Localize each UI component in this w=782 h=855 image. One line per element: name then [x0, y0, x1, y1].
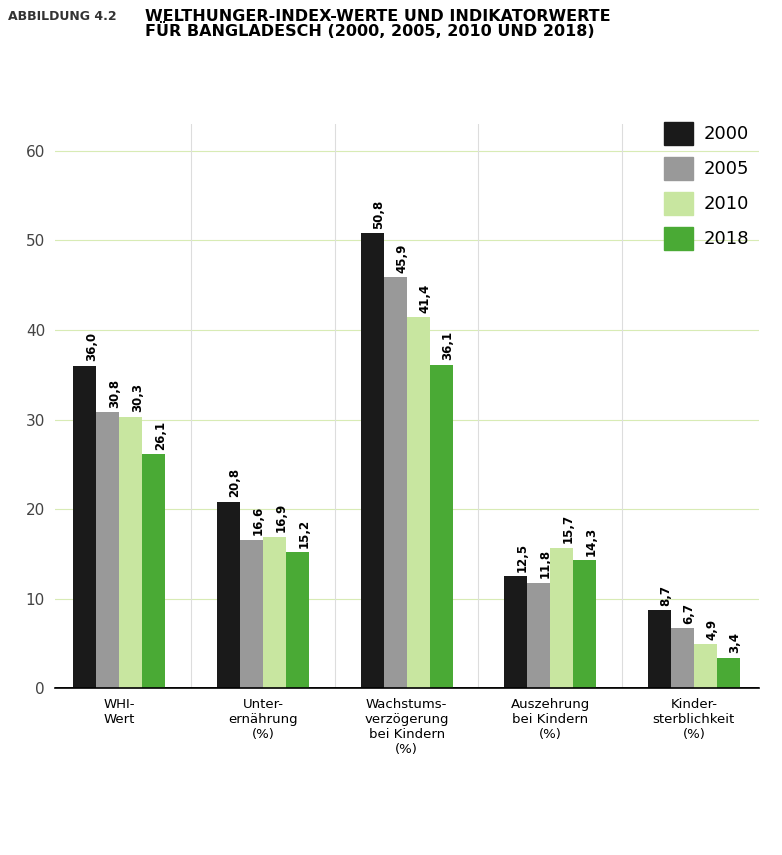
- Text: 45,9: 45,9: [395, 244, 408, 273]
- Text: 30,3: 30,3: [131, 383, 144, 412]
- Text: 4,9: 4,9: [705, 619, 719, 640]
- Bar: [429, 365, 453, 688]
- Bar: [671, 628, 694, 688]
- Bar: [263, 537, 286, 688]
- Bar: [217, 502, 240, 688]
- Text: 3,4: 3,4: [728, 633, 741, 653]
- Bar: [384, 277, 407, 688]
- Text: 50,8: 50,8: [372, 199, 386, 229]
- Bar: [240, 540, 263, 688]
- Bar: [96, 412, 120, 688]
- Text: 6,7: 6,7: [683, 603, 695, 624]
- Bar: [142, 455, 165, 688]
- Text: 15,7: 15,7: [561, 514, 575, 543]
- Text: 11,8: 11,8: [539, 549, 552, 578]
- Bar: [694, 645, 717, 688]
- Text: 36,0: 36,0: [85, 333, 98, 362]
- Text: 14,3: 14,3: [585, 527, 597, 556]
- Text: ABBILDUNG 4.2: ABBILDUNG 4.2: [8, 10, 117, 23]
- Text: 8,7: 8,7: [659, 585, 673, 606]
- Bar: [120, 417, 142, 688]
- Text: WELTHUNGER-INDEX-WERTE UND INDIKATORWERTE: WELTHUNGER-INDEX-WERTE UND INDIKATORWERT…: [145, 9, 610, 24]
- Bar: [74, 366, 96, 688]
- Text: 20,8: 20,8: [228, 469, 242, 498]
- Bar: [551, 548, 573, 688]
- Bar: [717, 657, 740, 688]
- Text: 26,1: 26,1: [154, 421, 167, 450]
- Bar: [527, 582, 551, 688]
- Bar: [504, 576, 527, 688]
- Text: 16,9: 16,9: [274, 504, 288, 533]
- Bar: [286, 552, 309, 688]
- Bar: [648, 610, 671, 688]
- Text: 16,6: 16,6: [252, 506, 264, 535]
- Bar: [361, 233, 384, 688]
- Text: 36,1: 36,1: [441, 332, 454, 361]
- Text: 12,5: 12,5: [516, 543, 529, 572]
- Text: FÜR BANGLADESCH (2000, 2005, 2010 UND 2018): FÜR BANGLADESCH (2000, 2005, 2010 UND 20…: [145, 22, 594, 39]
- Text: 30,8: 30,8: [108, 379, 121, 408]
- Bar: [407, 317, 429, 688]
- Text: 15,2: 15,2: [297, 518, 310, 548]
- Legend: 2000, 2005, 2010, 2018: 2000, 2005, 2010, 2018: [664, 121, 749, 250]
- Bar: [573, 560, 596, 688]
- Text: 41,4: 41,4: [418, 284, 431, 313]
